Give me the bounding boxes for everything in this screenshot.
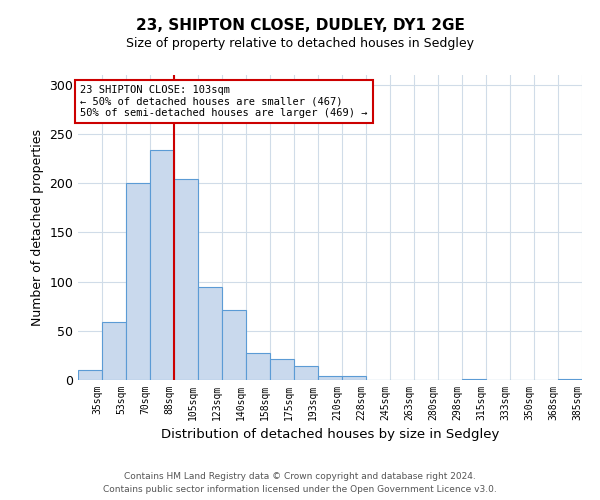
Bar xyxy=(222,310,246,380)
Bar xyxy=(318,376,342,380)
Bar xyxy=(246,354,270,380)
Bar xyxy=(270,360,294,380)
Bar xyxy=(558,379,582,380)
Bar xyxy=(174,180,198,380)
Bar xyxy=(462,379,486,380)
Text: 23, SHIPTON CLOSE, DUDLEY, DY1 2GE: 23, SHIPTON CLOSE, DUDLEY, DY1 2GE xyxy=(136,18,464,32)
Bar xyxy=(294,366,318,380)
Text: 23 SHIPTON CLOSE: 103sqm
← 50% of detached houses are smaller (467)
50% of semi-: 23 SHIPTON CLOSE: 103sqm ← 50% of detach… xyxy=(80,85,368,118)
Y-axis label: Number of detached properties: Number of detached properties xyxy=(31,129,44,326)
Bar xyxy=(150,150,174,380)
Bar xyxy=(126,183,150,380)
Text: Contains HM Land Registry data © Crown copyright and database right 2024.
Contai: Contains HM Land Registry data © Crown c… xyxy=(103,472,497,494)
Bar xyxy=(342,376,366,380)
Bar xyxy=(78,370,102,380)
Bar xyxy=(198,286,222,380)
X-axis label: Distribution of detached houses by size in Sedgley: Distribution of detached houses by size … xyxy=(161,428,499,442)
Bar xyxy=(102,322,126,380)
Text: Size of property relative to detached houses in Sedgley: Size of property relative to detached ho… xyxy=(126,38,474,51)
